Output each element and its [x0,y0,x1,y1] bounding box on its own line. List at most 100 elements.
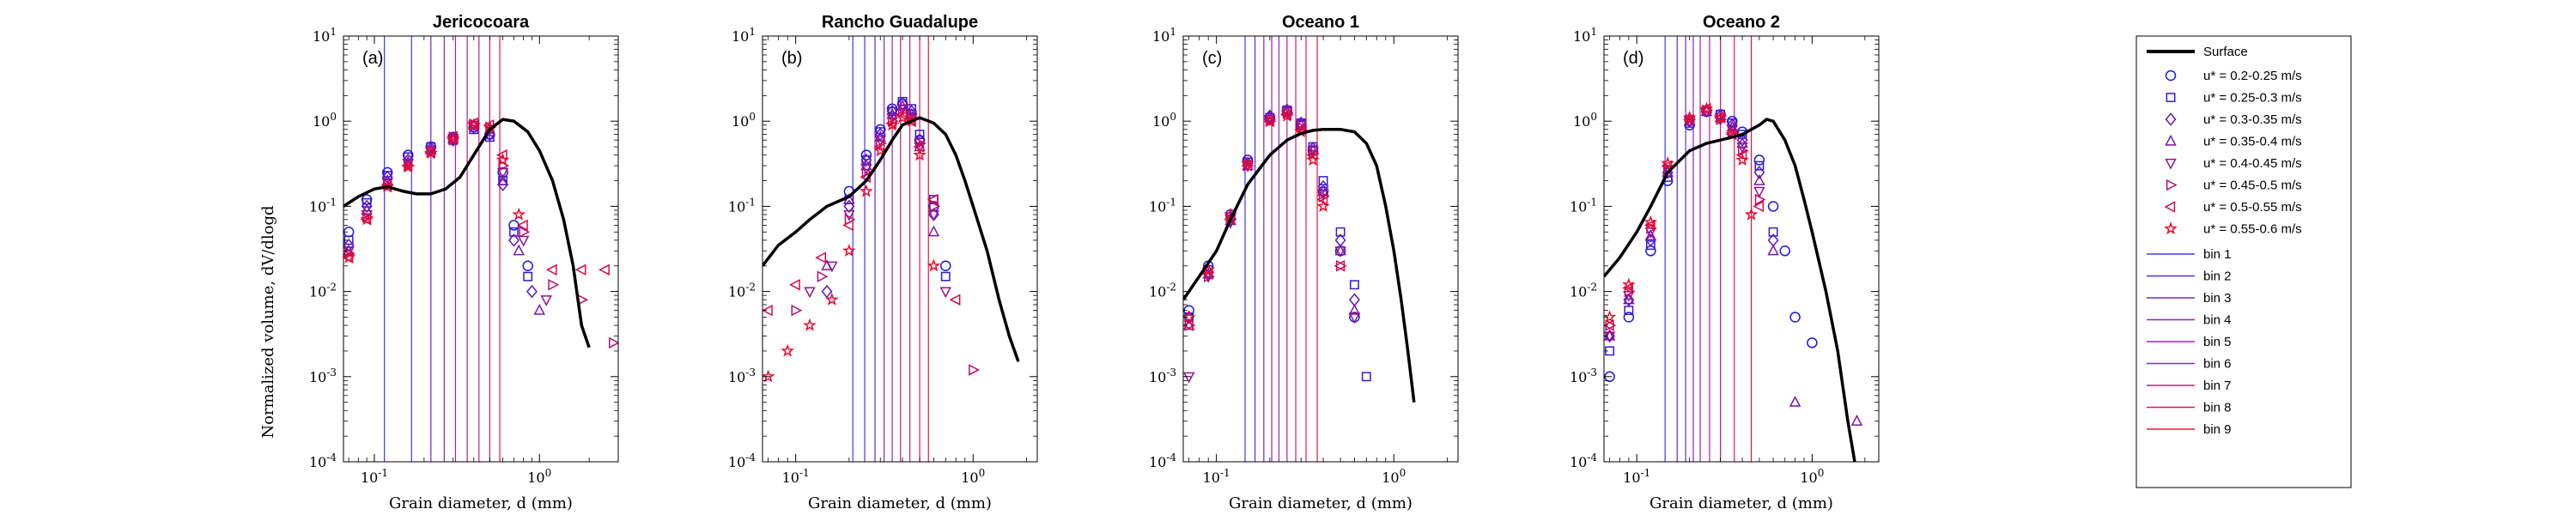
data-point [929,200,941,213]
data-point [1622,282,1634,294]
legend-marker [2165,158,2177,170]
legend-marker [2165,112,2177,126]
data-point [1306,153,1320,167]
data-point [781,343,795,357]
data-point [1623,293,1635,306]
data-point [380,179,395,193]
legend-series-item: u* = 0.45-0.5 m/s [2166,179,2302,193]
data-point [533,303,545,315]
panel-title: Rancho Guadalupe [822,13,978,32]
y-tick-label: 10-1 [1149,196,1176,215]
data-point [496,173,509,185]
y-tick-label: 10-2 [309,282,337,300]
data-point [861,167,873,179]
data-point [1348,293,1360,306]
data-point [361,197,372,208]
data-point [1643,219,1656,232]
panels: 10-4 10-3 10-2 10-1 100 101 10-1 100 Jericocoara… [309,13,1880,512]
data-point [1716,113,1728,125]
data-point [1643,215,1658,228]
data-point [1661,156,1675,169]
data-point [1317,179,1329,194]
x-tick-label: 100 [527,467,551,486]
legend-bin-item: bin 7 [2147,379,2232,393]
panel-4: 10-4 10-3 10-2 10-1 100 101 10-1 100 Oceano 2 (d)… [1570,13,1880,512]
data-point [1242,160,1255,172]
data-point [874,136,886,147]
legend-bin-label: bin 9 [2203,422,2232,437]
data-point [1318,176,1328,185]
data-point [1744,207,1759,221]
legend-series-label: u* = 0.55-0.6 m/s [2203,222,2302,237]
data-point [1713,110,1728,124]
data-point [609,336,618,349]
legend-marker [2166,93,2176,102]
legend-bin-item: bin 8 [2147,401,2232,415]
data-point [545,264,557,276]
data-point [1282,106,1294,119]
data-point [447,130,458,142]
x-axis-label: Grain diameter, d (mm) [389,494,573,512]
data-point [896,110,909,124]
surface-line [343,118,591,348]
legend-series-item: u* = 0.4-0.45 m/s [2165,156,2302,171]
x-tick-label: 10-1 [1623,467,1650,486]
data-point [526,284,538,299]
legend-surface-label: Surface [2203,45,2248,59]
data-point [1753,154,1765,166]
legend-series-label: u* = 0.25-0.3 m/s [2203,91,2302,106]
data-point [1768,227,1778,237]
data-point [446,132,460,146]
y-tick-label: 10-1 [1570,196,1597,215]
data-point [1645,245,1656,257]
legend-bin-item: bin 2 [2147,270,2232,284]
data-point [914,137,927,149]
legend-bin-label: bin 4 [2203,313,2232,328]
data-point [1224,214,1236,226]
y-tick-label: 10-3 [1570,367,1597,385]
data-point [1789,312,1801,323]
data-point [495,153,510,167]
y-tick-label: 10-3 [1149,367,1176,385]
data-point [1183,310,1196,324]
data-point [905,112,918,124]
data-point [361,199,373,214]
legend-bin-item: bin 3 [2147,291,2232,306]
legend-series-label: u* = 0.4-0.45 m/s [2203,156,2302,171]
data-point [896,108,908,121]
series-2 [343,124,533,282]
legend-bin-label: bin 7 [2203,379,2232,393]
y-tick-label: 101 [1152,26,1176,45]
y-tick-label: 101 [1573,26,1597,45]
data-point [940,271,951,282]
series-4 [1604,105,1863,426]
data-point [1753,200,1765,213]
data-point [969,364,980,376]
data-point [519,226,531,239]
data-point [361,194,373,205]
data-point [1241,160,1253,172]
data-point [873,143,888,157]
bin-lines [1664,36,1753,462]
data-point [517,235,530,247]
series-5 [804,104,952,299]
panel-2: 10-4 10-3 10-2 10-1 100 101 10-1 100 Rancho Guad… [728,13,1038,512]
data-point [885,118,899,131]
data-point [874,124,886,136]
data-point [1241,156,1255,169]
data-point [788,279,800,291]
y-tick-label: 10-2 [1570,282,1597,300]
data-point [913,141,925,153]
data-point [1623,293,1635,305]
data-point [1334,259,1346,272]
data-point [1789,396,1801,407]
legend-bin-label: bin 3 [2203,291,2232,306]
legend-series-item: u* = 0.55-0.6 m/s [2164,221,2302,237]
panel-label: (d) [1623,49,1643,68]
legend-series-item: u* = 0.2-0.25 m/s [2165,69,2302,83]
data-point [1334,244,1346,256]
x-tick-label: 10-1 [782,467,810,486]
data-point [343,250,356,264]
y-tick-label: 10-2 [728,282,756,300]
